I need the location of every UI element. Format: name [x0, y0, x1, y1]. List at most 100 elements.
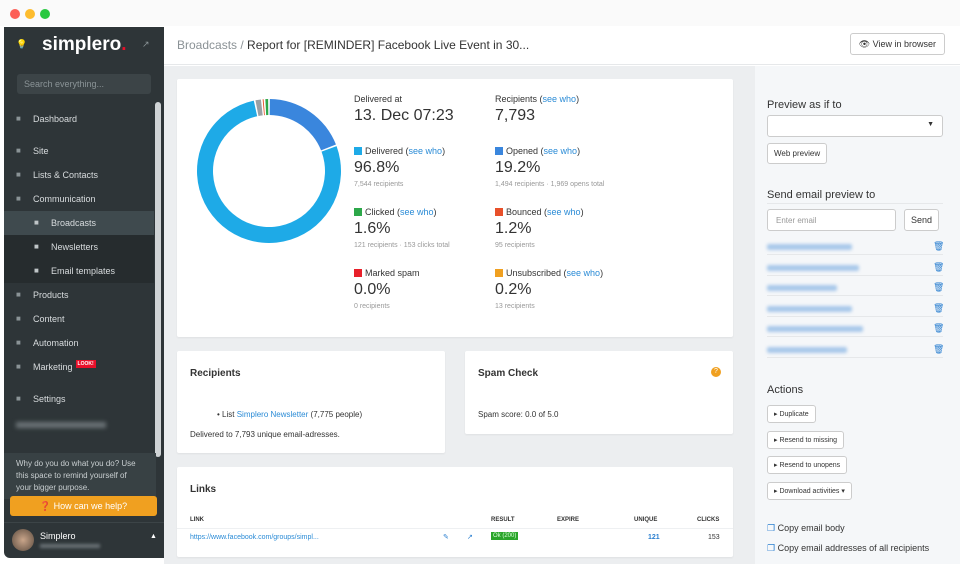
trash-icon[interactable]: 🗑	[933, 261, 945, 272]
links-card: Links LINK RESULT EXPIRE UNIQUE CLICKS h…	[177, 467, 733, 557]
legend-swatch	[354, 208, 362, 216]
breadcrumb: Broadcasts / Report for [REMINDER] Faceb…	[177, 38, 530, 52]
envelope-icon: ■	[16, 194, 21, 203]
email-input[interactable]: Enter email	[767, 209, 896, 231]
home-icon: ■	[16, 114, 21, 123]
user-menu[interactable]: Simplero ▲	[4, 522, 164, 558]
sidebar-item-settings[interactable]: ■ Settings	[16, 394, 66, 404]
column-link: LINK	[190, 517, 204, 523]
unique-count[interactable]: 121	[648, 534, 660, 541]
result-badge: Ok (200)	[491, 532, 519, 540]
stat-detail: 7,544 recipients	[354, 181, 404, 188]
film-icon: ■	[16, 314, 21, 323]
link-url[interactable]: https://www.facebook.com/groups/simpl...	[190, 534, 319, 541]
trash-icon[interactable]: 🗑	[933, 343, 945, 354]
sidebar-item-dashboard[interactable]: ■ Dashboard	[16, 114, 78, 124]
legend-swatch	[495, 208, 503, 216]
donut-segment-clicked	[265, 99, 269, 116]
stat-value: 0.2%	[495, 281, 532, 298]
copy-icon: ❐	[767, 523, 778, 533]
scrollbar[interactable]	[155, 102, 161, 457]
table-row: https://www.facebook.com/groups/simpl...…	[177, 532, 733, 547]
blurred-item	[16, 422, 106, 428]
recipients-card: Recipients • List Simplero Newsletter (7…	[177, 351, 445, 453]
stat-clicked: Clicked (see who) 1.6% 121 recipients · 15…	[354, 207, 450, 249]
stat-bounced: Bounced (see who) 1.2% 95 recipients	[495, 207, 584, 249]
see-who-link[interactable]: see who	[400, 207, 434, 217]
legend-swatch	[495, 147, 503, 155]
sidebar-item-marketing[interactable]: ■ Marketing LOOK!	[16, 360, 96, 372]
sidebar-item-content[interactable]: ■ Content	[16, 314, 65, 324]
view-in-browser-button[interactable]: 👁 View in browser	[849, 33, 945, 55]
minimize-window-button[interactable]	[25, 9, 35, 19]
action-1-button[interactable]: ▸ Resend to missing	[767, 430, 845, 449]
help-button[interactable]: ❓ How can we help?	[10, 496, 157, 516]
avatar	[12, 529, 34, 551]
lightbulb-icon[interactable]: 💡	[16, 39, 28, 49]
see-who-link[interactable]: see who	[547, 207, 581, 217]
right-panel: Preview as if to ▼ Web preview Send emai…	[755, 66, 960, 564]
stat-marked-spam: Marked spam 0.0% 0 recipients	[354, 268, 420, 310]
recipients-label: Recipients	[495, 94, 538, 104]
column-clicks: CLICKS	[697, 517, 720, 523]
see-who-link[interactable]: see who	[543, 146, 578, 156]
external-link-icon[interactable]: ↗	[142, 39, 150, 49]
action-0-button[interactable]: ▸ Duplicate	[767, 405, 816, 423]
column-result: RESULT	[491, 517, 515, 523]
trash-icon[interactable]: 🗑	[933, 282, 945, 292]
see-who-link[interactable]: see who	[542, 94, 577, 104]
breadcrumb-broadcasts[interactable]: Broadcasts	[177, 38, 238, 52]
external-link-icon[interactable]: ↗	[467, 534, 473, 541]
spam-check-card: Spam Check ? Spam score: 0.0 of 5.0	[465, 351, 733, 434]
trash-icon[interactable]: 🗑	[933, 323, 945, 333]
paper-plane-icon: ■	[34, 242, 39, 251]
caret-up-icon: ▲	[150, 533, 157, 540]
help-icon[interactable]: ?	[711, 367, 721, 377]
sidebar-item-site[interactable]: ■ Site	[16, 146, 49, 156]
copy-addresses-link[interactable]: ❐ Copy email addresses of all recipients	[767, 543, 930, 553]
sidebar-item-email-templates[interactable]: ■ Email templates	[4, 259, 154, 283]
edit-pencil-icon[interactable]: ✎	[443, 534, 449, 541]
sidebar-item-newsletters[interactable]: ■ Newsletters	[4, 235, 154, 259]
logo[interactable]: simplero.	[42, 34, 127, 55]
eye-icon: 👁	[858, 39, 873, 49]
trash-icon[interactable]: 🗑	[933, 241, 945, 251]
close-window-button[interactable]	[10, 9, 20, 19]
recipient-list-item: • List Simplero Newsletter (7,775 people…	[217, 410, 363, 419]
window-titlebar	[0, 0, 960, 26]
trash-icon[interactable]: 🗑	[933, 302, 945, 313]
legend-swatch	[354, 269, 362, 277]
sidebar-item-communication[interactable]: ■ Communication	[16, 194, 96, 204]
list-link[interactable]: Simplero Newsletter	[236, 410, 309, 419]
preview-email-blurred	[767, 305, 852, 312]
brush-icon: ■	[34, 266, 39, 275]
send-button[interactable]: Send	[904, 209, 940, 231]
stat-delivered: Delivered (see who) 96.8% 7,544 recipients	[354, 146, 446, 188]
sidebar-item-products[interactable]: ■ Products	[16, 290, 69, 300]
copy-icon: ▸	[774, 411, 780, 418]
page-title: Report for [REMINDER] Facebook Live Even…	[247, 38, 530, 52]
main-content: Delivered at 13. Dec 07:23 Recipients (se…	[164, 66, 755, 564]
preview-email-blurred	[767, 264, 859, 271]
web-preview-button[interactable]: Web preview	[767, 143, 828, 164]
search-input[interactable]: Search everything...	[17, 74, 151, 94]
stat-value: 1.2%	[495, 220, 532, 237]
sidebar-item-broadcasts[interactable]: ■ Broadcasts	[4, 211, 154, 235]
stat-opened: Opened (see who) 19.2% 1,494 recipients · …	[495, 146, 605, 188]
stat-value: 1.6%	[354, 220, 391, 237]
action-2-button[interactable]: ▸ Resend to unopens	[767, 456, 848, 474]
globe-icon: ■	[16, 146, 21, 155]
sidebar-item-automation[interactable]: ■ Automation	[16, 338, 79, 348]
see-who-link[interactable]: see who	[566, 268, 601, 278]
purpose-text[interactable]: Why do you do what you do? Use this spac…	[4, 453, 156, 499]
maximize-window-button[interactable]	[40, 9, 50, 19]
see-who-link[interactable]: see who	[408, 146, 443, 156]
sidebar-item-lists-contacts[interactable]: ■ Lists & Contacts	[16, 170, 99, 180]
robot-icon: ■	[16, 338, 21, 347]
action-download-button[interactable]: ▸ Download activities ▾	[767, 481, 852, 500]
spam-check-title: Spam Check	[478, 368, 539, 379]
delivered-at-value: 13. Dec 07:23	[354, 107, 454, 124]
copy-email-body-link[interactable]: ❐ Copy email body	[767, 523, 845, 533]
stat-unsubscribed: Unsubscribed (see who) 0.2% 13 recipients	[495, 268, 604, 310]
preview-recipient-select[interactable]: ▼	[767, 115, 943, 137]
